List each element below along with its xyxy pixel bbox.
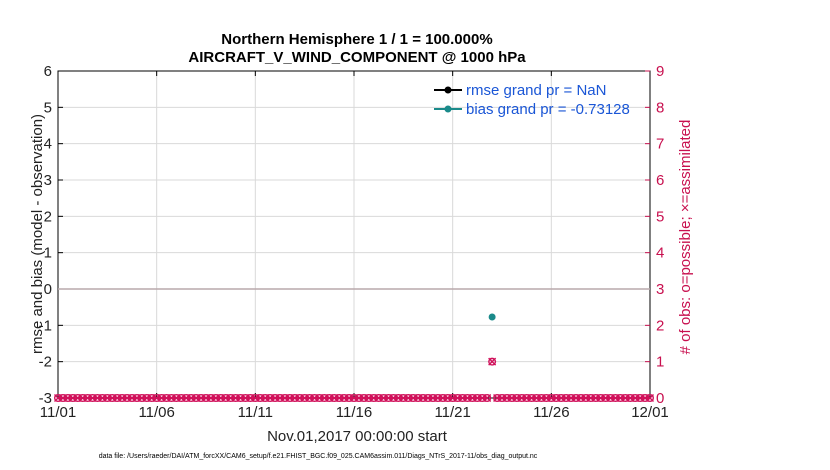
y-tick-label: 2 (44, 208, 52, 225)
x-tick-label: 11/11 (238, 404, 273, 421)
x-tick-label: 12/01 (631, 404, 669, 421)
title-line-2: AIRCRAFT_V_WIND_COMPONENT @ 1000 hPa (188, 49, 526, 66)
y-tick-label: 4 (44, 136, 52, 153)
x-axis-label: Nov.01,2017 00:00:00 start (267, 428, 448, 445)
y-tick-label: -2 (39, 354, 52, 371)
obs-count-point (488, 357, 497, 366)
legend-rmse-label: rmse grand pr = NaN (466, 82, 606, 99)
y2-tick-label: 3 (656, 281, 664, 298)
y2-tick-labels: 0 1 2 3 4 5 6 7 8 9 (656, 63, 664, 407)
data-marks (54, 288, 655, 403)
legend: rmse grand pr = NaN bias grand pr = -0.7… (434, 82, 630, 118)
x-tick-label: 11/26 (533, 404, 569, 421)
y-tick-label: 5 (44, 99, 52, 116)
legend-bias-label: bias grand pr = -0.73128 (466, 101, 630, 118)
y-tick-label: 1 (44, 245, 52, 262)
y2-tick-label: 2 (656, 317, 664, 334)
y-tick-label: 3 (44, 172, 52, 189)
y-tick-labels: -3 -2 -1 0 1 2 3 4 5 6 (39, 63, 52, 407)
footer-data-file: data file: /Users/raeder/DAI/ATM_forcXX/… (99, 453, 538, 460)
y-tick-label: -3 (39, 390, 52, 407)
legend-rmse-marker (444, 86, 452, 94)
chart-title: Northern Hemisphere 1 / 1 = 100.000% AIR… (188, 31, 526, 66)
y2-tick-label: 4 (656, 245, 664, 262)
y-axis-label: rmse and bias (model - observation) (29, 114, 46, 354)
obs-assimilated-marker (488, 357, 497, 366)
y2-tick-label: 1 (656, 354, 664, 371)
x-tick-label: 11/01 (40, 404, 76, 421)
x-tick-label: 11/21 (434, 404, 470, 421)
x-tick-label: 11/16 (336, 404, 372, 421)
y2-axis-label: # of obs: o=possible; ×=assimilated (677, 120, 694, 355)
y2-tick-label: 6 (656, 172, 664, 189)
y-tick-label: -1 (39, 317, 52, 334)
y2-tick-label: 9 (656, 63, 664, 80)
x-tick-label: 11/06 (138, 404, 174, 421)
obs-possible-marker (488, 357, 497, 366)
y2-tick-label: 7 (656, 136, 664, 153)
y2-tick-label: 8 (656, 99, 664, 116)
y2-tick-label: 0 (656, 390, 664, 407)
y-tick-label: 0 (44, 281, 52, 298)
x-tick-labels: 11/01 11/06 11/11 11/16 11/21 11/26 12/01 (40, 404, 669, 421)
grid (58, 71, 650, 398)
bias-point (488, 313, 496, 321)
y2-tick-label: 5 (656, 208, 664, 225)
legend-bias-marker (444, 105, 452, 113)
y-tick-label: 6 (44, 63, 52, 80)
title-line-1: Northern Hemisphere 1 / 1 = 100.000% (221, 31, 492, 48)
